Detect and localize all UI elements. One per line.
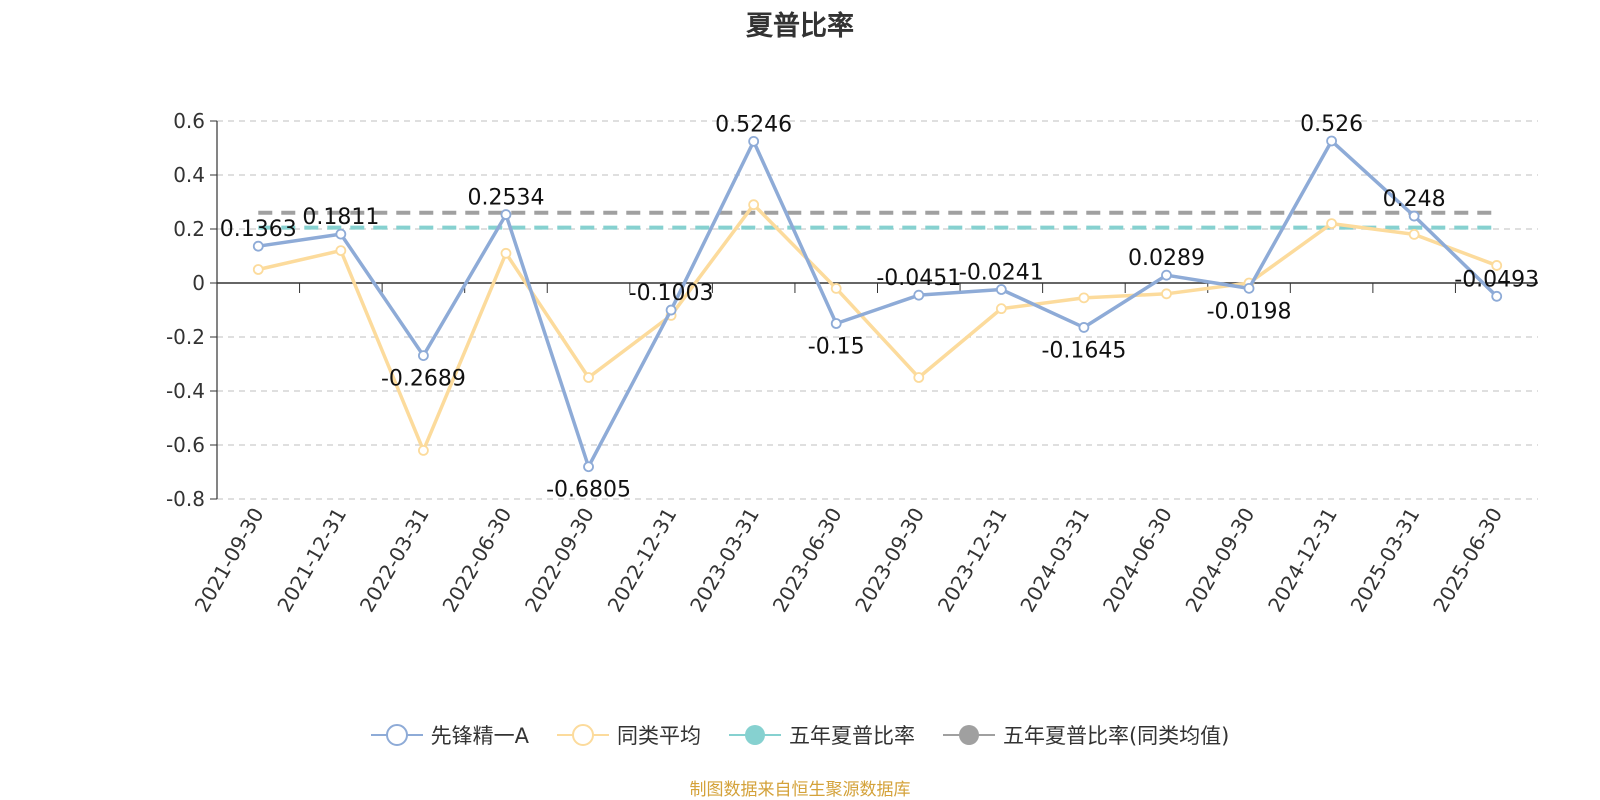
grid	[217, 120, 1538, 500]
fund-data-label: -0.2689	[381, 367, 466, 392]
peer-average-point	[1078, 292, 1090, 304]
fund-data-label: 0.0289	[1128, 246, 1205, 271]
x-tick-label: 2023-09-30	[850, 504, 929, 617]
peer-average-point	[418, 444, 429, 456]
y-tick-label: 0.2	[173, 217, 205, 241]
fund-point	[418, 350, 429, 362]
fund-point	[335, 228, 347, 240]
legend: 先锋精一A 同类平均 五年夏普比率 五年夏普比率(同类均值)	[0, 718, 1600, 752]
x-tick-label: 2024-06-30	[1098, 504, 1177, 617]
x-tick-label: 2024-03-31	[1015, 504, 1094, 617]
x-tick-label: 2023-03-31	[685, 504, 764, 617]
peer-average-point	[335, 245, 347, 257]
legend-swatch-five-year-sharpe	[728, 725, 781, 745]
peer-average-point	[583, 372, 594, 383]
fund-point	[1491, 290, 1503, 302]
fund-data-label: 0.2534	[467, 186, 544, 211]
source-note: 制图数据来自恒生聚源数据库	[689, 780, 911, 800]
fund-point	[1078, 322, 1090, 333]
x-tick-label: 2023-06-30	[768, 504, 847, 617]
legend-item-five-year-sharpe[interactable]: 五年夏普比率	[728, 720, 915, 750]
peer-average-point	[1161, 288, 1172, 300]
fund-data-label: 0.1811	[302, 205, 379, 230]
fund-point	[583, 461, 594, 473]
x-tick-label: 2025-06-30	[1428, 504, 1507, 617]
peer-average-point	[500, 247, 512, 259]
fund-data-label: 0.5246	[715, 112, 792, 137]
legend-label-fund: 先锋精一A	[430, 724, 529, 748]
fund-point	[1243, 282, 1255, 294]
peer-average-point	[1408, 228, 1420, 240]
peer-average-point	[995, 303, 1007, 315]
peer-average-point	[913, 372, 925, 383]
peer-average-point	[252, 264, 264, 275]
fund-series-line	[258, 139, 1498, 469]
fund-data-label: -0.0493	[1454, 267, 1539, 292]
fund-point	[665, 304, 677, 316]
x-tick-label: 2024-09-30	[1180, 504, 1259, 617]
data-labels: 0.1363 0.1811 -0.2689 0.2534 -0.6805 -0.1003 0…	[220, 112, 1539, 503]
x-tick-label: 2023-12-31	[933, 504, 1012, 617]
y-tick-label: 0	[192, 271, 205, 295]
fund-point	[830, 318, 842, 329]
y-tick-label: -0.8	[166, 487, 205, 511]
fund-point	[913, 289, 925, 301]
legend-label-peer-average: 同类平均	[616, 724, 701, 748]
fund-data-label: -0.0241	[959, 261, 1044, 286]
fund-data-label: -0.0451	[876, 266, 961, 291]
x-tick-label: 2024-12-31	[1263, 504, 1342, 617]
chart-title: 夏普比率	[746, 11, 854, 42]
y-tick-label: -0.2	[166, 325, 205, 349]
y-tick-label: -0.4	[166, 379, 205, 403]
fund-data-label: -0.6805	[546, 478, 631, 503]
fund-point	[995, 284, 1007, 295]
x-tick-label: 2021-09-30	[190, 504, 269, 617]
fund-data-label: -0.1003	[629, 281, 714, 306]
legend-item-five-year-sharpe-peer[interactable]: 五年夏普比率(同类均值)	[942, 720, 1230, 750]
x-tick-label: 2022-03-31	[355, 504, 434, 617]
peer-average-point	[748, 199, 760, 211]
fund-point	[748, 135, 760, 147]
fund-point	[500, 209, 512, 220]
x-tick-label: 2022-06-30	[437, 504, 516, 617]
x-tick-label: 2022-09-30	[520, 504, 599, 617]
legend-swatch-five-year-sharpe-peer	[942, 725, 995, 745]
series	[252, 135, 1503, 473]
y-tick-label: -0.6	[166, 433, 205, 457]
legend-swatch-peer-average	[556, 724, 609, 746]
fund-point	[252, 240, 264, 252]
peer-average-point	[830, 282, 842, 294]
y-tick-label: 0.4	[173, 163, 205, 187]
y-tick-label: 0.6	[173, 109, 205, 133]
x-tick-label: 2021-12-31	[272, 504, 351, 617]
fund-data-label: -0.0198	[1207, 299, 1292, 324]
fund-data-label: 0.526	[1300, 112, 1363, 137]
legend-swatch-fund	[370, 724, 423, 746]
peer-average-series-line	[257, 202, 1498, 453]
reference-lines	[258, 210, 1497, 230]
fund-data-label: 0.1363	[220, 217, 297, 242]
fund-data-label: -0.15	[808, 335, 865, 360]
legend-label-five-year-sharpe: 五年夏普比率	[788, 724, 915, 748]
fund-data-label: -0.1645	[1041, 338, 1126, 363]
legend-item-fund[interactable]: 先锋精一A	[370, 720, 529, 750]
x-tick-label: 2022-12-31	[603, 504, 682, 617]
peer-average-point	[1326, 218, 1337, 230]
x-tick-label: 2025-03-31	[1346, 504, 1425, 617]
fund-point	[1408, 210, 1420, 222]
fund-data-label: 0.248	[1383, 187, 1446, 212]
legend-item-peer-average[interactable]: 同类平均	[556, 720, 701, 750]
fund-point	[1161, 269, 1172, 281]
legend-label-five-year-sharpe-peer: 五年夏普比率(同类均值)	[1002, 724, 1230, 748]
peer-average-point	[1491, 260, 1503, 271]
fund-point	[1326, 135, 1337, 147]
